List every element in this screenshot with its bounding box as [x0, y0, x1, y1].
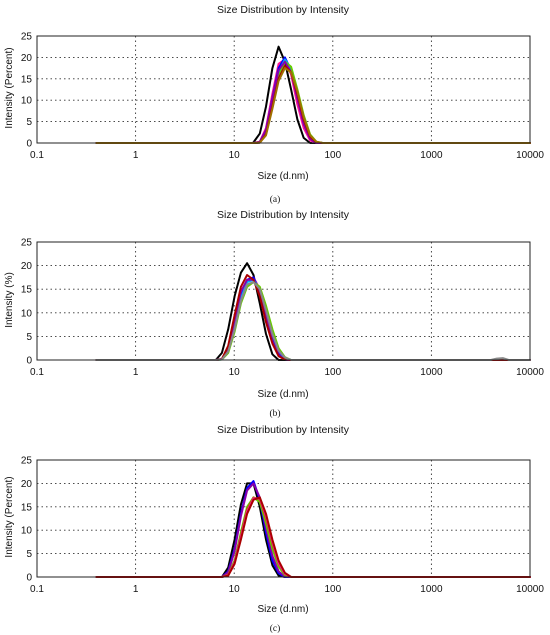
y-tick-label: 20 — [21, 479, 33, 490]
series-line-2 — [95, 58, 531, 144]
series-group — [95, 262, 531, 361]
x-axis-label: Size (d.nm) — [257, 604, 308, 615]
grid — [36, 35, 531, 144]
x-axis-label: Size (d.nm) — [257, 171, 308, 182]
y-tick-label: 5 — [26, 549, 32, 560]
plot-frame — [36, 35, 531, 144]
chart-title: Size Distribution by Intensity — [217, 4, 350, 16]
x-axis-label: Size (d.nm) — [257, 389, 308, 400]
y-tick-label: 10 — [21, 526, 33, 537]
x-tick-label: 10000 — [516, 584, 544, 595]
series-line-7 — [95, 496, 531, 578]
series-line-4 — [95, 278, 531, 361]
panel-label: (b) — [269, 408, 280, 419]
series-line-4 — [95, 58, 531, 144]
x-tick-label: 10 — [229, 367, 241, 378]
chart-title: Size Distribution by Intensity — [217, 209, 350, 221]
plot-frame — [36, 241, 531, 361]
series-line-6 — [95, 497, 531, 578]
y-tick-label: 0 — [26, 139, 32, 150]
x-tick-label: 10000 — [516, 150, 544, 161]
series-line-5 — [95, 60, 531, 144]
y-tick-label: 20 — [21, 53, 33, 64]
chart-panel-b: Size Distribution by Intensity Intensity… — [4, 209, 544, 419]
y-axis-label: Intensity (Percent) — [4, 476, 15, 557]
x-tick-label: 1000 — [420, 150, 443, 161]
series-line-2 — [95, 276, 531, 361]
chart-title: Size Distribution by Intensity — [217, 424, 350, 436]
series-line-8 — [95, 281, 531, 361]
y-tick-label: 10 — [21, 96, 33, 107]
y-tick-label: 20 — [21, 261, 33, 272]
x-tick-label: 100 — [324, 150, 341, 161]
panel-label: (c) — [270, 623, 281, 634]
x-tick-label: 10000 — [516, 367, 544, 378]
y-axis-label: Intensity (Percent) — [4, 47, 15, 128]
series-line-7 — [95, 65, 531, 144]
x-tick-label: 100 — [324, 584, 341, 595]
series-line-6 — [95, 278, 531, 361]
x-tick-label: 1000 — [420, 584, 443, 595]
x-tick-label: 100 — [324, 367, 341, 378]
series-line-7 — [95, 274, 531, 361]
chart-panel-c: Size Distribution by Intensity Intensity… — [4, 424, 544, 634]
series-line-1 — [95, 262, 531, 361]
grid — [36, 241, 531, 361]
y-tick-label: 25 — [21, 238, 33, 249]
y-tick-label: 25 — [21, 32, 33, 43]
series-line-1 — [95, 45, 531, 144]
chart-panel-a: Size Distribution by Intensity Intensity… — [4, 4, 544, 205]
series-line-5 — [95, 281, 531, 361]
y-tick-label: 15 — [21, 502, 33, 513]
y-axis-label: Intensity (%) — [4, 272, 15, 328]
y-tick-label: 0 — [26, 573, 32, 584]
grid — [36, 459, 531, 578]
series-line-5 — [95, 496, 531, 578]
x-tick-label: 0.1 — [30, 584, 44, 595]
series-group — [95, 480, 531, 578]
tick-labels: 0.1 1 10 100 1000 10000 0 5 10 15 20 25 — [21, 238, 544, 379]
x-tick-label: 10 — [229, 584, 241, 595]
x-tick-label: 10 — [229, 150, 241, 161]
tick-labels: 0.1 1 10 100 1000 10000 0 5 10 15 20 25 — [21, 456, 544, 596]
series-line-2 — [95, 480, 531, 578]
x-tick-label: 1 — [133, 367, 139, 378]
y-tick-label: 15 — [21, 74, 33, 85]
y-tick-label: 5 — [26, 332, 32, 343]
series-line-3 — [95, 276, 531, 361]
series-group — [95, 45, 531, 144]
series-line-6 — [95, 60, 531, 144]
plot-frame — [36, 459, 531, 578]
y-tick-label: 10 — [21, 308, 33, 319]
series-line-3 — [95, 482, 531, 578]
x-tick-label: 1 — [133, 150, 139, 161]
y-tick-label: 25 — [21, 456, 33, 467]
tick-labels: 0.1 1 10 100 1000 10000 0 5 10 15 20 25 — [21, 32, 544, 162]
series-line-8 — [95, 67, 531, 144]
y-tick-label: 5 — [26, 117, 32, 128]
x-tick-label: 1000 — [420, 367, 443, 378]
panel-label: (a) — [270, 194, 281, 205]
series-line-4 — [95, 496, 531, 578]
y-tick-label: 15 — [21, 285, 33, 296]
y-tick-label: 0 — [26, 356, 32, 367]
x-tick-label: 1 — [133, 584, 139, 595]
x-tick-label: 0.1 — [30, 150, 44, 161]
x-tick-label: 0.1 — [30, 367, 44, 378]
